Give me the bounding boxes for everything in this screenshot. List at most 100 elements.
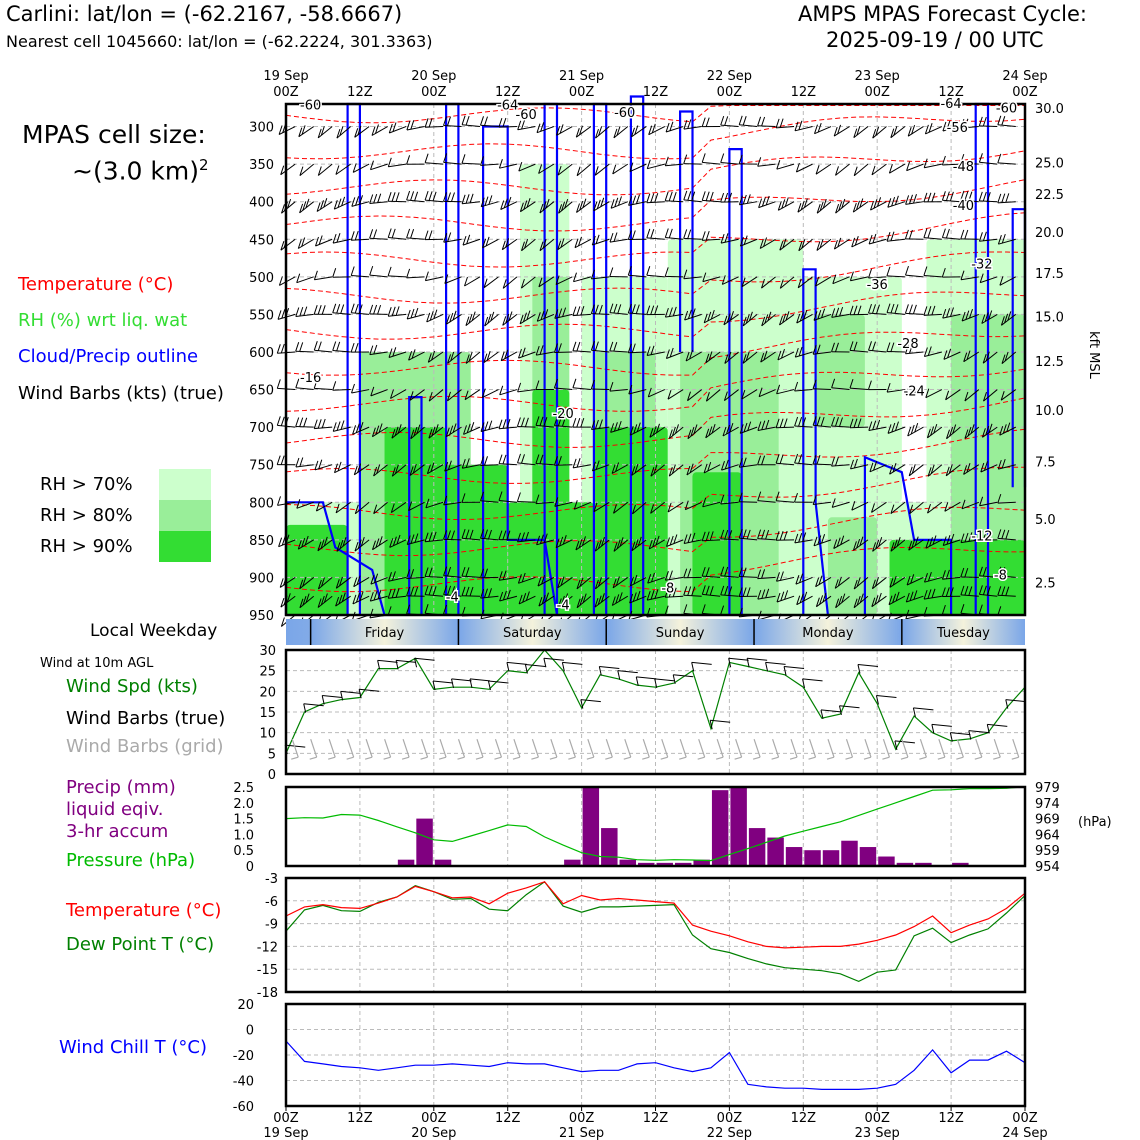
wind-barb-flag xyxy=(593,502,598,512)
wind-barb xyxy=(665,347,684,359)
wind-barb xyxy=(888,591,906,606)
wind-barb-flag xyxy=(1002,424,1007,434)
wind-barb xyxy=(701,585,721,597)
wind-barb-flag xyxy=(849,378,854,389)
wind-barb-flag xyxy=(964,429,969,439)
wind-barb-staff xyxy=(502,276,518,289)
wind-barb-flag xyxy=(636,422,641,432)
wind-barb xyxy=(295,457,314,468)
precip-bar xyxy=(416,818,433,866)
wind-barb-staff xyxy=(853,539,869,551)
wind-barb xyxy=(905,590,924,603)
wind-barb-staff xyxy=(428,426,444,439)
wind-barb-flag xyxy=(781,199,786,209)
wind-barb xyxy=(759,237,776,249)
wind-barb-staff xyxy=(687,426,703,440)
wind-barb-flag xyxy=(941,228,946,238)
wind-barb-flag xyxy=(946,120,951,131)
wind-barb-flag xyxy=(683,269,688,279)
wind-barb-flag xyxy=(502,530,507,540)
wind-barb-flag xyxy=(444,274,449,284)
wind-barb-staff xyxy=(406,126,425,131)
wind-barb-staff xyxy=(923,275,942,278)
temperature-line xyxy=(285,881,1026,949)
wind-barb-staff xyxy=(611,464,629,474)
grid-wind-barb xyxy=(402,739,410,758)
wind-barb-staff xyxy=(647,351,665,356)
wind-barb-flag xyxy=(872,420,877,430)
bottom-tick-day: 21 Sep xyxy=(559,1126,604,1140)
wind-barb-flag xyxy=(375,124,379,134)
wind-barb xyxy=(535,494,554,505)
wind-barb xyxy=(886,231,905,242)
wind-barb-flag xyxy=(426,312,431,323)
wind-barb xyxy=(444,274,462,284)
wind-barb-flag xyxy=(997,235,1002,245)
pressure-tick-label: 350 xyxy=(249,158,274,173)
wind-barb-flag xyxy=(667,502,672,513)
precip-bar xyxy=(434,859,452,866)
wind-barb-flag xyxy=(317,598,322,608)
wind-barb-flag xyxy=(388,572,392,582)
wind-barb-staff xyxy=(299,201,315,214)
isotherm-label: -12 xyxy=(971,530,992,545)
wind-barb-flag xyxy=(301,125,306,135)
wind-barb-flag xyxy=(564,198,569,209)
wind-barb-flag xyxy=(799,573,804,583)
bottom-tick-hour: 00Z xyxy=(273,1111,299,1126)
wind-barb-flag xyxy=(816,454,821,465)
wind-barb-flag xyxy=(280,597,285,608)
wind-barb-staff xyxy=(687,389,702,402)
wind-barb xyxy=(945,389,961,401)
wind-barb-flag xyxy=(671,464,676,474)
wind-barb xyxy=(553,456,573,466)
wind-barb-flag xyxy=(443,116,447,126)
wind-barb-flag xyxy=(469,586,474,597)
wind-barb-flag xyxy=(465,316,470,326)
wind-barb xyxy=(722,422,739,437)
wind-barb-staff xyxy=(650,464,666,477)
wind-barb-staff xyxy=(667,389,684,400)
wind-barb-flag xyxy=(815,276,820,287)
wind-barb xyxy=(923,588,942,600)
wind-barb-flag xyxy=(683,568,688,578)
bottom-tick-hour: 12Z xyxy=(791,1111,817,1126)
wind-barb-flag xyxy=(950,307,954,317)
grid-wind-barb-flag xyxy=(364,756,373,760)
wind-barb-flag xyxy=(909,344,913,354)
wind-barb-flag xyxy=(691,308,696,318)
wind-barb-flag xyxy=(775,454,780,464)
grid-wind-barb-flag xyxy=(771,756,779,760)
wind-barb-flag xyxy=(582,198,587,208)
wind-barb-flag xyxy=(518,348,522,359)
wind-barb-staff xyxy=(352,163,370,173)
wind-barb-flag xyxy=(572,417,577,428)
wind-barb xyxy=(979,496,998,507)
wind-barb-flag xyxy=(461,529,466,539)
wind-barb xyxy=(555,535,573,549)
wind-barb-flag xyxy=(576,598,581,608)
wind-barb-flag xyxy=(984,312,989,322)
wind-barb-flag xyxy=(336,304,341,314)
wind-barb xyxy=(794,492,813,503)
wind-barb-flag xyxy=(960,270,965,280)
grid-wind-barb xyxy=(901,739,909,758)
wind-barb-flag xyxy=(982,354,987,364)
wind-barb-staff xyxy=(813,424,832,428)
wind-barb-flag xyxy=(553,456,558,466)
wind-barb-staff xyxy=(666,351,684,359)
wind-barb xyxy=(572,417,591,428)
wind-barb xyxy=(668,424,684,439)
grid-wind-barb xyxy=(420,739,429,758)
wind-barb-flag xyxy=(615,594,620,604)
wind-barb-flag xyxy=(444,461,449,472)
cross-section-panel xyxy=(276,95,1027,627)
wind-barb-flag xyxy=(691,532,696,543)
isotherm-label: -20 xyxy=(553,407,574,422)
wind-barb xyxy=(888,163,906,174)
wind-barb-flag xyxy=(544,309,549,319)
wind-barb xyxy=(556,124,573,136)
wind-barb-flag xyxy=(424,567,429,577)
wind-barb-staff xyxy=(502,314,518,326)
wind-barb-staff xyxy=(428,389,444,402)
